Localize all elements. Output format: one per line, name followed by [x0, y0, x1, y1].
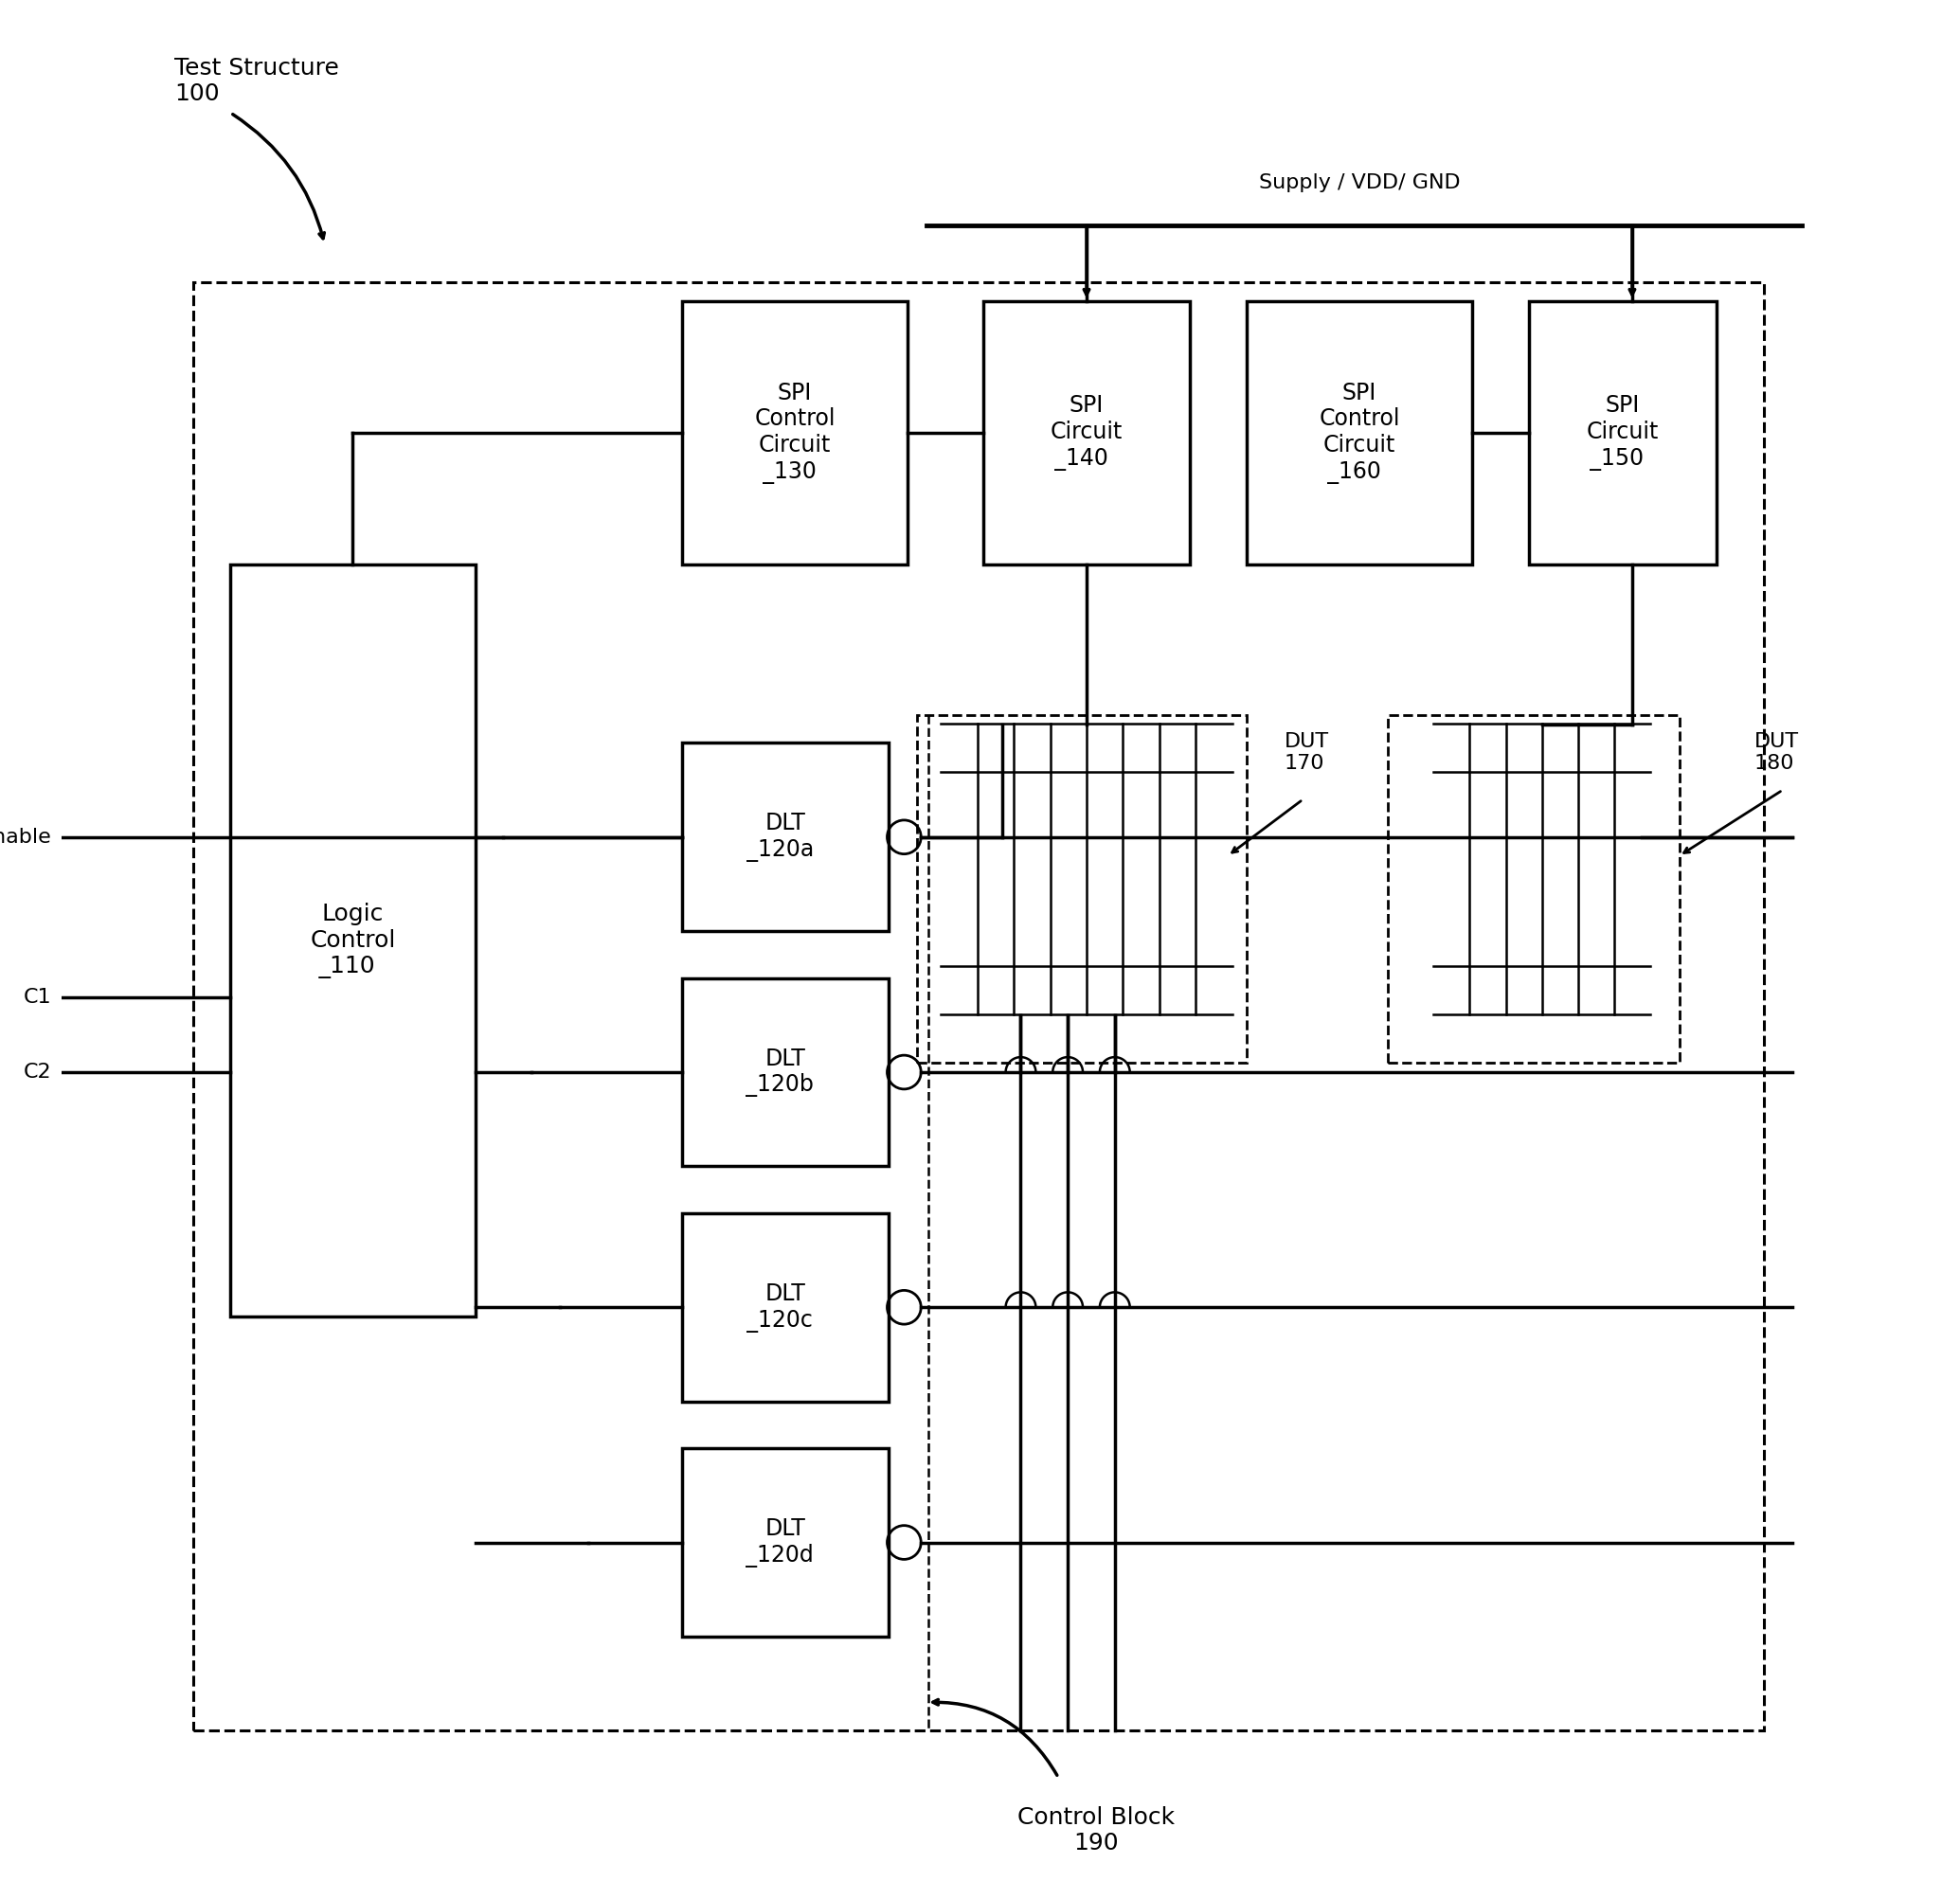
Text: DLT
̲120b: DLT ̲120b	[757, 1048, 813, 1097]
Text: Test Structure
100: Test Structure 100	[174, 56, 339, 105]
Text: Supply / VDD/ GND: Supply / VDD/ GND	[1258, 173, 1460, 192]
Text: C1: C1	[24, 988, 51, 1006]
FancyBboxPatch shape	[682, 978, 890, 1166]
Text: SPI
Circuit
̲150: SPI Circuit ̲150	[1586, 395, 1658, 470]
Text: DLT
̲120c: DLT ̲120c	[759, 1283, 813, 1332]
Text: DLT
̲120d: DLT ̲120d	[757, 1518, 813, 1567]
Text: DUT
180: DUT 180	[1754, 732, 1799, 773]
FancyBboxPatch shape	[1247, 301, 1472, 564]
Text: SPI
Circuit
̲140: SPI Circuit ̲140	[1051, 395, 1123, 470]
FancyBboxPatch shape	[984, 301, 1190, 564]
FancyBboxPatch shape	[1529, 301, 1717, 564]
Text: SPI
Control
Circuit
̲130: SPI Control Circuit ̲130	[755, 382, 835, 483]
Text: DUT
170: DUT 170	[1284, 732, 1329, 773]
FancyBboxPatch shape	[682, 1213, 890, 1401]
Text: C2: C2	[24, 1063, 51, 1082]
Text: Logic
Control
̲110: Logic Control ̲110	[310, 903, 396, 978]
FancyBboxPatch shape	[682, 1448, 890, 1636]
Text: Control Block
190: Control Block 190	[1017, 1806, 1174, 1855]
FancyBboxPatch shape	[682, 743, 890, 931]
FancyBboxPatch shape	[682, 301, 907, 564]
Text: Enable: Enable	[0, 828, 51, 846]
FancyBboxPatch shape	[231, 564, 474, 1317]
Text: DLT
̲120a: DLT ̲120a	[757, 813, 813, 861]
Text: SPI
Control
Circuit
̲160: SPI Control Circuit ̲160	[1319, 382, 1399, 483]
